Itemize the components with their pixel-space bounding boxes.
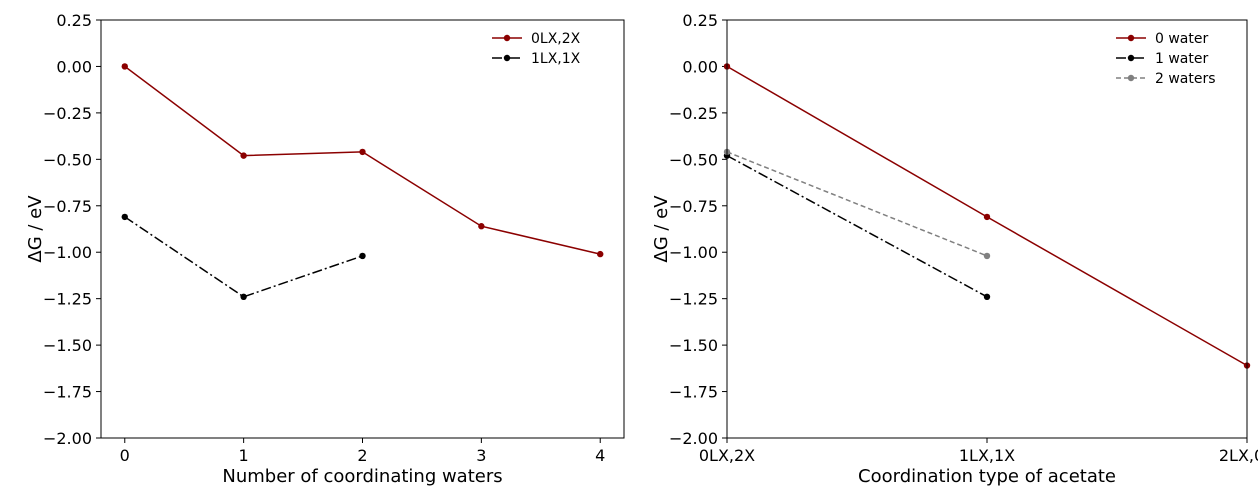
y-tick-label: −0.25 — [669, 104, 718, 123]
x-tick-label: 1 — [239, 446, 249, 465]
legend-label: 2 waters — [1155, 71, 1216, 87]
x-tick-label: 0LX,2X — [699, 446, 755, 465]
y-tick-label: −2.00 — [669, 429, 718, 448]
legend-marker — [1127, 34, 1135, 42]
x-axis-label: Number of coordinating waters — [222, 466, 502, 486]
chart-2: 0.25 0.00 −0.25 −0.50 −0.75 −1.00 −1.25 −1.50 −1… — [651, 11, 1258, 486]
legend-marker — [503, 34, 511, 42]
y-axis-label: ΔG / eV — [25, 195, 46, 263]
series-line-2 — [124, 216, 363, 298]
data-point — [240, 152, 247, 159]
y-tick-label: −1.25 — [669, 290, 718, 309]
y-tick-label: 0.00 — [56, 57, 92, 76]
data-point — [240, 293, 247, 301]
y-tick-label: −1.50 — [43, 336, 92, 355]
data-point — [121, 213, 128, 221]
data-point — [359, 252, 366, 260]
y-tick-label: −1.00 — [669, 243, 718, 262]
chart-1: 0.25 0.00 −0.25 −0.50 −0.75 −1.00 −1.25 −1.50 −1… — [25, 11, 625, 486]
data-point — [359, 148, 366, 156]
series-line-1 — [124, 65, 601, 255]
y-tick-label: −1.75 — [43, 383, 92, 402]
y-tick-label: −0.50 — [669, 150, 718, 169]
y-tick-label: −1.75 — [669, 383, 718, 402]
legend: 0 water 1 water 2 waters — [1116, 31, 1216, 87]
y-tick-label: 0.25 — [682, 11, 718, 30]
x-tick-label: 1LX,1X — [959, 446, 1015, 465]
data-point — [983, 213, 991, 221]
x-tick-label: 3 — [476, 446, 486, 465]
x-axis-label: Coordination type of acetate — [858, 466, 1116, 486]
legend-marker — [503, 54, 511, 62]
legend: 0LX,2X 1LX,1X — [492, 31, 581, 67]
x-tick-label: 2LX,0X — [1219, 446, 1258, 465]
y-tick-label: −0.50 — [43, 150, 92, 169]
series-line-2 — [726, 154, 988, 298]
legend-marker — [1127, 74, 1135, 82]
series-line-3 — [726, 151, 988, 257]
y-tick-label: −0.25 — [43, 104, 92, 123]
legend-label: 1 water — [1155, 51, 1208, 67]
data-point — [478, 223, 485, 230]
data-point — [121, 63, 128, 70]
legend-label: 0LX,2X — [531, 31, 581, 47]
plot-frame — [100, 19, 625, 439]
y-axis-label: ΔG / eV — [651, 195, 672, 263]
legend-label: 0 water — [1155, 31, 1208, 47]
y-tick-label: −1.00 — [43, 243, 92, 262]
x-tick-label: 2 — [357, 446, 367, 465]
y-tick-label: −1.50 — [669, 336, 718, 355]
y-tick-label: −2.00 — [43, 429, 92, 448]
y-tick-label: −0.75 — [43, 197, 92, 216]
legend-marker — [1127, 54, 1135, 62]
y-tick-label: −0.75 — [669, 197, 718, 216]
legend-label: 1LX,1X — [531, 51, 581, 67]
data-point — [597, 250, 604, 258]
y-tick-label: 0.00 — [682, 57, 718, 76]
x-tick-label: 4 — [595, 446, 605, 465]
y-tick-label: 0.25 — [56, 11, 92, 30]
y-tick-label: −1.25 — [43, 290, 92, 309]
data-point — [983, 252, 991, 260]
x-tick-label: 0 — [120, 446, 130, 465]
plot-frame — [726, 19, 1248, 439]
data-point — [983, 293, 991, 301]
